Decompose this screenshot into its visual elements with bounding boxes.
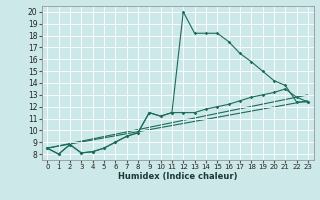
X-axis label: Humidex (Indice chaleur): Humidex (Indice chaleur) <box>118 172 237 181</box>
